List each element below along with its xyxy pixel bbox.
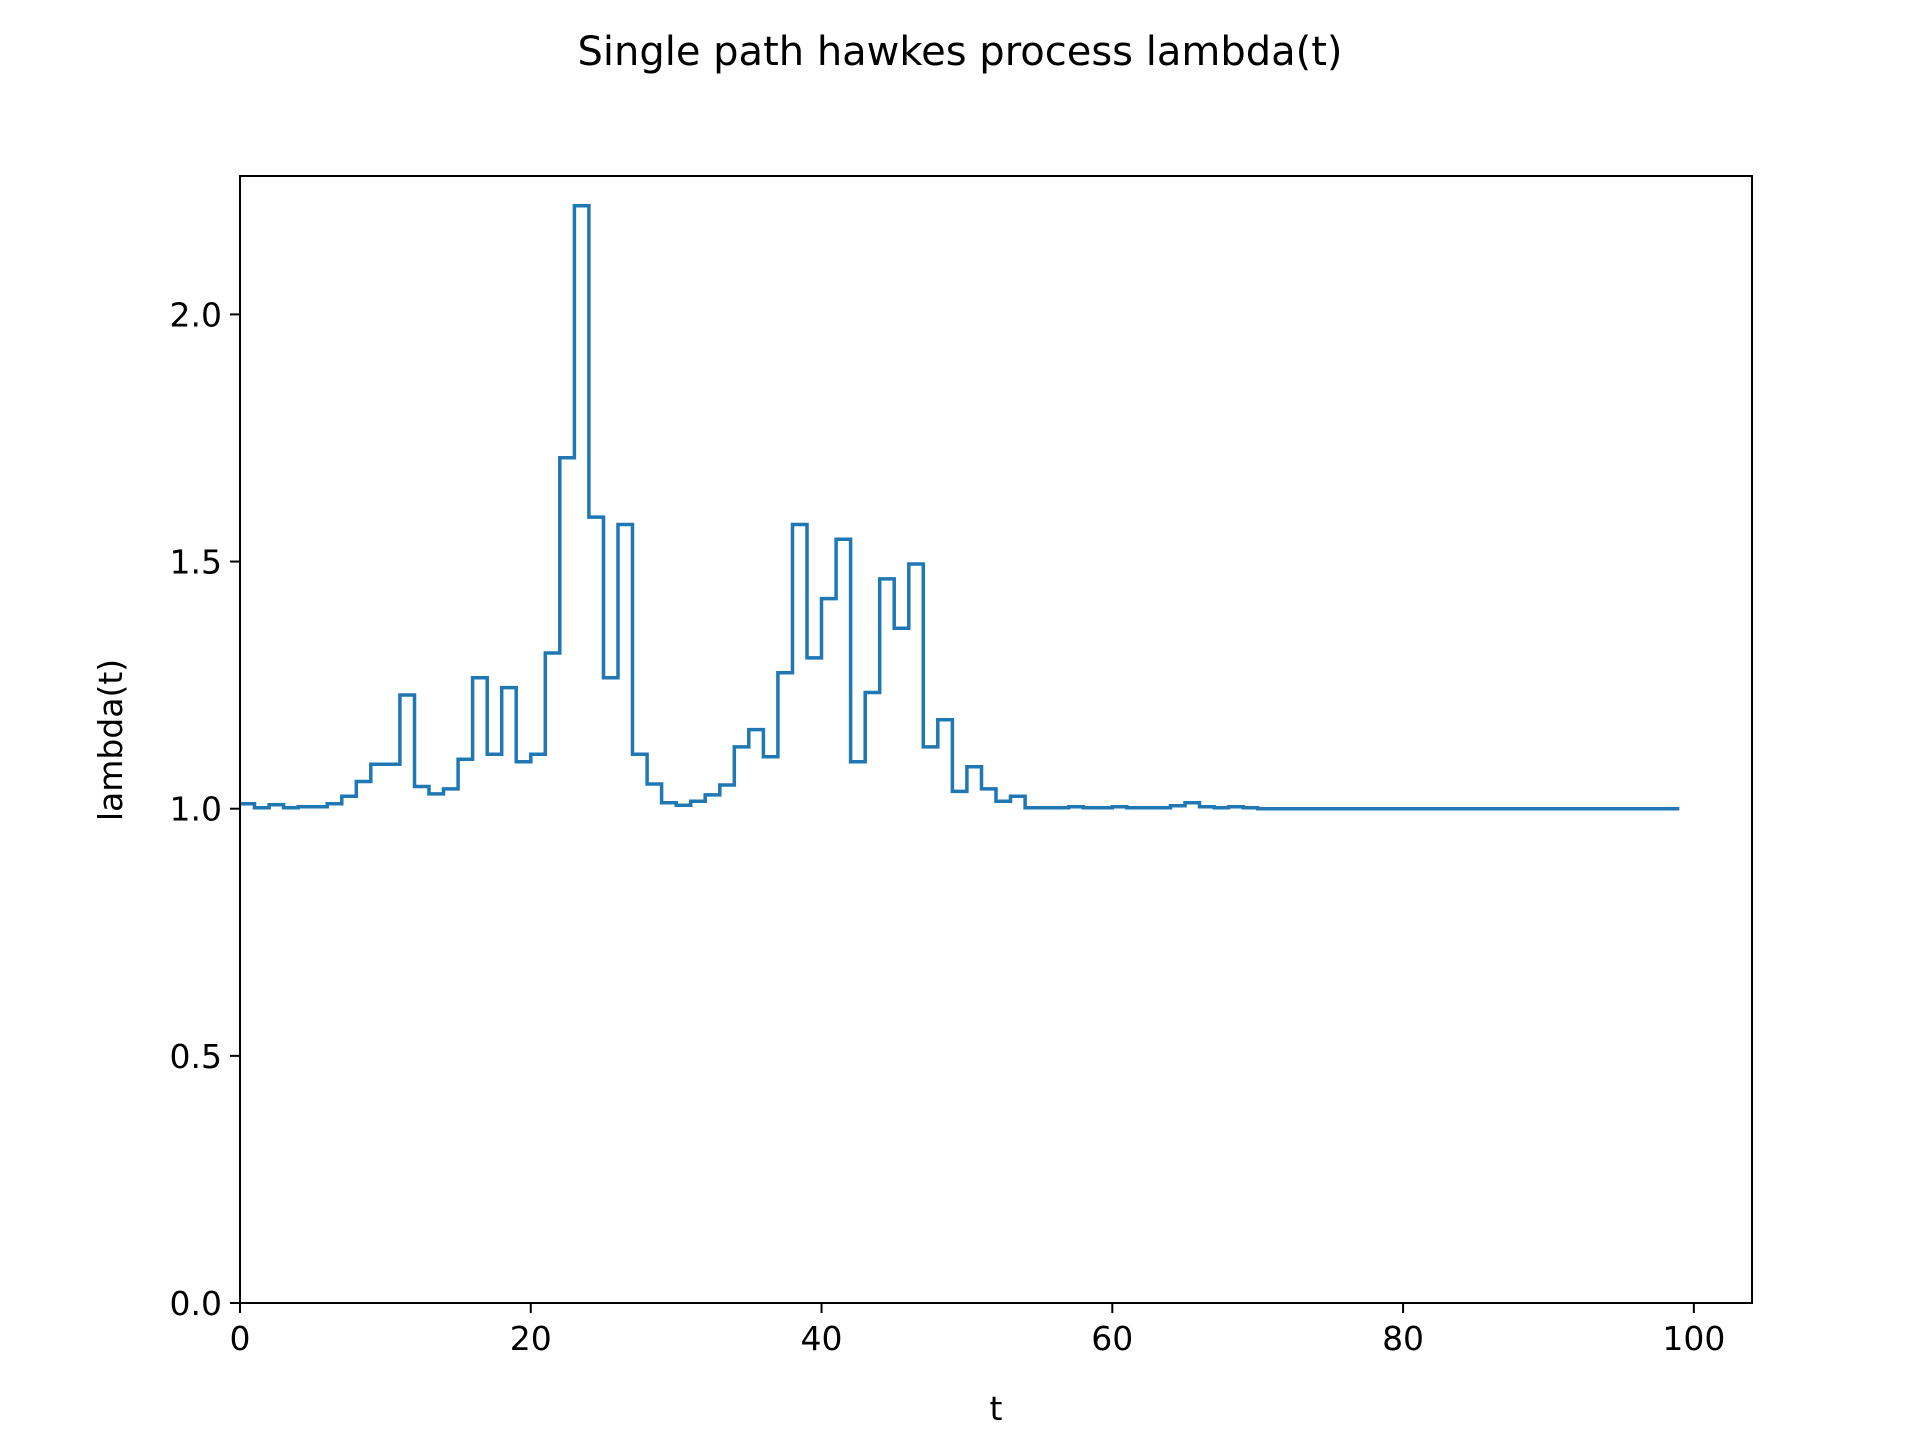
x-tick-label: 20	[510, 1319, 552, 1358]
y-tick-label: 0.5	[170, 1037, 222, 1076]
x-tick-label: 100	[1662, 1319, 1725, 1358]
y-axis-title: lambda(t)	[91, 659, 130, 821]
chart-title: Single path hawkes process lambda(t)	[577, 29, 1342, 75]
y-tick-label: 2.0	[170, 295, 222, 334]
x-tick-label: 40	[801, 1319, 843, 1358]
plot-area	[240, 176, 1752, 1303]
series-group	[240, 203, 1680, 811]
x-tick-label: 80	[1382, 1319, 1424, 1358]
x-axis-title: t	[990, 1389, 1003, 1428]
series-line	[240, 203, 1680, 811]
axis-ticks: 0 20 40 60 80 100 0.0 0.5 1.0 1.5 2.0	[170, 295, 1726, 1358]
y-tick-label: 0.0	[170, 1284, 222, 1323]
x-tick-label: 0	[230, 1319, 251, 1358]
y-tick-label: 1.5	[170, 543, 222, 582]
x-tick-label: 60	[1091, 1319, 1133, 1358]
y-tick-label: 1.0	[170, 790, 222, 829]
plot-frame	[239, 175, 1753, 1304]
